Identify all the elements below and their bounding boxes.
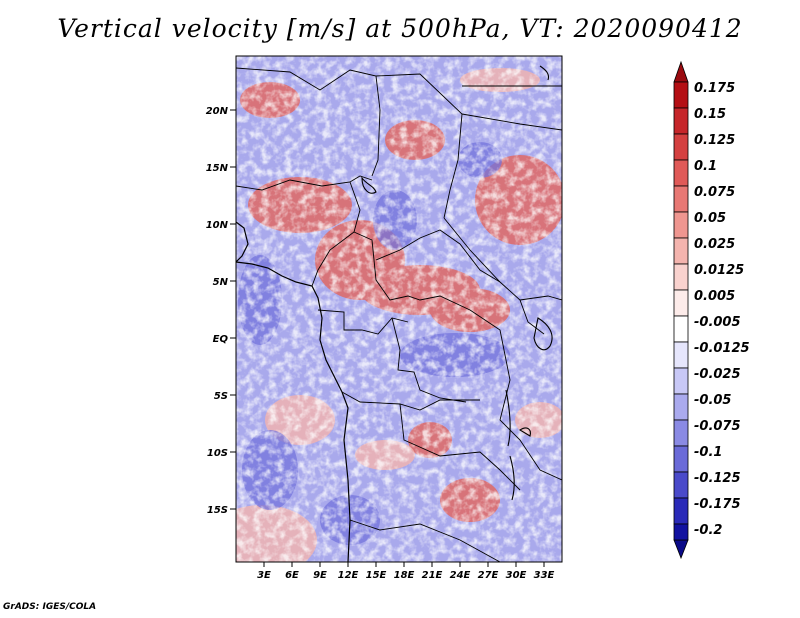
colorbar-label: 0.15: [694, 107, 726, 122]
lon-label: 12E: [338, 570, 359, 581]
lon-label: 30E: [506, 570, 527, 581]
colorbar: [673, 60, 689, 560]
colorbar-top-arrow: [673, 60, 689, 83]
lon-label: 24E: [450, 570, 471, 581]
colorbar-swatch: [673, 445, 689, 473]
latitude-axis: 20N 15N 10N 5N EQ 5S 10S 15S: [206, 106, 236, 516]
colorbar-swatch: [673, 289, 689, 317]
colorbar-swatch: [673, 211, 689, 239]
colorbar-swatch: [673, 471, 689, 499]
colorbar-swatch: [673, 497, 689, 525]
lat-label: 5N: [213, 277, 229, 288]
colorbar-label: 0.1: [694, 159, 717, 174]
colorbar-label: -0.125: [694, 471, 741, 486]
colorbar-labels: 0.175 0.15 0.125 0.1 0.075 0.05 0.025 0.…: [694, 81, 750, 538]
colorbar-label: 0.125: [694, 133, 735, 148]
lat-label: 10S: [207, 448, 228, 459]
colorbar-label: -0.025: [694, 367, 741, 382]
colorbar-label: 0.025: [694, 237, 735, 252]
colorbar-swatch: [673, 523, 689, 541]
colorbar-bottom-arrow: [673, 539, 689, 560]
colorbar-label: -0.075: [694, 419, 741, 434]
map-title: Vertical velocity [m/s] at 500hPa, VT: 2…: [57, 14, 743, 43]
colorbar-swatch: [673, 237, 689, 265]
colorbar-label: 0.175: [694, 81, 735, 96]
colorbar-label: -0.1: [694, 445, 722, 460]
colorbar-label: 0.05: [694, 211, 726, 226]
lon-label: 9E: [313, 570, 327, 581]
lon-label: 18E: [394, 570, 415, 581]
colorbar-swatch: [673, 159, 689, 187]
colorbar-swatch: [673, 341, 689, 369]
colorbar-label: -0.175: [694, 497, 741, 512]
lat-label: 15S: [207, 505, 228, 516]
colorbar-label: -0.05: [694, 393, 731, 408]
colorbar-swatch: [673, 133, 689, 161]
colorbar-label: 0.005: [694, 289, 735, 304]
lat-label: 20N: [206, 106, 229, 117]
colorbar-swatch: [673, 263, 689, 291]
grads-credit: GrADS: IGES/COLA: [3, 602, 97, 612]
lon-label: 6E: [285, 570, 299, 581]
colorbar-swatch: [673, 185, 689, 213]
colorbar-label: 0.0125: [694, 263, 744, 278]
lat-label: 5S: [214, 391, 228, 402]
lon-label: 33E: [534, 570, 555, 581]
colorbar-label: -0.0125: [694, 341, 750, 356]
lon-label: 3E: [257, 570, 271, 581]
colorbar-label: -0.005: [694, 315, 741, 330]
colorbar-swatch: [673, 315, 689, 343]
lat-label: 10N: [206, 220, 229, 231]
colorbar-label: 0.075: [694, 185, 735, 200]
vertical-velocity-field: [236, 56, 562, 562]
lon-label: 15E: [366, 570, 387, 581]
colorbar-swatch: [673, 107, 689, 135]
colorbar-swatch: [673, 419, 689, 447]
colorbar-swatch: [673, 393, 689, 421]
colorbar-swatch: [673, 367, 689, 395]
longitude-axis: 3E 6E 9E 12E 15E 18E 21E 24E 27E 30E 33E: [257, 562, 555, 581]
colorbar-label: -0.2: [694, 523, 722, 538]
lon-label: 27E: [478, 570, 499, 581]
lat-label: 15N: [206, 163, 229, 174]
lat-label: EQ: [213, 334, 229, 345]
colorbar-swatch: [673, 81, 689, 109]
lon-label: 21E: [422, 570, 443, 581]
